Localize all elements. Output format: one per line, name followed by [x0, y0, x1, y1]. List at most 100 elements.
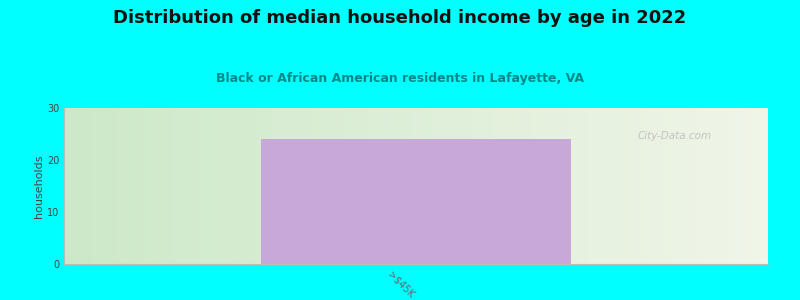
Bar	[222, 108, 226, 264]
Bar	[765, 108, 768, 264]
Bar	[426, 108, 430, 264]
Bar	[335, 108, 338, 264]
Bar	[567, 108, 571, 264]
Bar	[184, 108, 187, 264]
Text: Distribution of median household income by age in 2022: Distribution of median household income …	[114, 9, 686, 27]
Bar	[550, 108, 554, 264]
Bar	[690, 108, 694, 264]
Bar	[705, 108, 708, 264]
Bar	[67, 108, 71, 264]
Bar	[451, 108, 454, 264]
Bar	[202, 108, 205, 264]
Bar	[504, 108, 507, 264]
Bar	[102, 108, 106, 264]
Bar	[233, 108, 237, 264]
Bar	[177, 108, 180, 264]
Bar	[659, 108, 662, 264]
Bar	[423, 108, 426, 264]
Bar	[486, 108, 490, 264]
Bar	[666, 108, 670, 264]
Bar	[620, 108, 624, 264]
Bar	[736, 108, 740, 264]
Bar	[747, 108, 750, 264]
Bar	[237, 108, 240, 264]
Bar	[479, 108, 483, 264]
Bar	[655, 108, 659, 264]
Bar	[134, 108, 138, 264]
Bar	[366, 108, 370, 264]
Bar	[458, 108, 462, 264]
Bar	[131, 108, 134, 264]
Bar	[261, 108, 265, 264]
Bar	[328, 108, 331, 264]
Bar	[454, 108, 458, 264]
Bar	[99, 108, 102, 264]
Bar	[708, 108, 712, 264]
Bar	[300, 108, 303, 264]
Bar	[726, 108, 730, 264]
Bar	[349, 108, 353, 264]
Bar	[613, 108, 617, 264]
Bar	[96, 108, 99, 264]
Bar	[529, 108, 532, 264]
Bar	[698, 108, 701, 264]
Bar	[82, 108, 85, 264]
Bar	[395, 108, 398, 264]
Bar	[542, 108, 546, 264]
Bar	[730, 108, 733, 264]
Bar	[648, 108, 652, 264]
Bar	[560, 108, 564, 264]
Bar	[275, 108, 278, 264]
Bar	[539, 108, 542, 264]
Bar	[117, 108, 120, 264]
Bar	[402, 108, 406, 264]
Bar	[142, 108, 145, 264]
Bar	[536, 108, 539, 264]
Bar	[215, 108, 219, 264]
Bar	[282, 108, 286, 264]
Bar	[670, 108, 673, 264]
Bar	[374, 108, 378, 264]
Bar	[159, 108, 162, 264]
Bar	[106, 108, 110, 264]
Bar	[740, 108, 743, 264]
Bar	[434, 108, 437, 264]
Bar	[286, 108, 290, 264]
Bar	[599, 108, 602, 264]
Bar	[743, 108, 747, 264]
Bar	[645, 108, 648, 264]
Bar	[589, 108, 592, 264]
Bar	[634, 108, 638, 264]
Text: Black or African American residents in Lafayette, VA: Black or African American residents in L…	[216, 72, 584, 85]
Bar	[190, 108, 194, 264]
Bar	[64, 108, 67, 264]
Bar	[673, 108, 677, 264]
Bar	[296, 108, 300, 264]
Bar	[149, 108, 152, 264]
Bar	[511, 108, 514, 264]
Bar	[205, 108, 208, 264]
Bar	[388, 108, 391, 264]
Bar	[338, 108, 342, 264]
Bar	[346, 108, 349, 264]
Bar	[522, 108, 525, 264]
Bar	[198, 108, 202, 264]
Bar	[430, 108, 434, 264]
Bar	[662, 108, 666, 264]
Bar	[363, 108, 366, 264]
Bar	[606, 108, 610, 264]
Bar	[290, 108, 293, 264]
Bar	[384, 108, 388, 264]
Bar	[595, 108, 599, 264]
Bar	[74, 108, 78, 264]
Bar	[758, 108, 761, 264]
Bar	[441, 108, 444, 264]
Bar	[162, 108, 166, 264]
Bar	[564, 108, 567, 264]
Bar	[268, 108, 272, 264]
Bar	[310, 108, 314, 264]
Bar	[472, 108, 476, 264]
Bar	[610, 108, 613, 264]
Bar	[476, 108, 479, 264]
Bar	[353, 108, 356, 264]
